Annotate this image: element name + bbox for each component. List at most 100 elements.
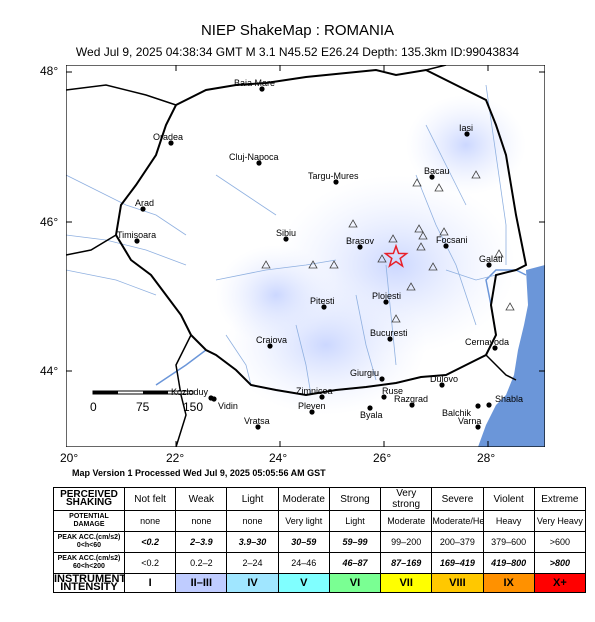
city-marker <box>321 304 327 310</box>
legend-cell-acc2: 24–46 <box>277 552 330 574</box>
city-label: Ruse <box>382 386 403 396</box>
epicenter-star-icon <box>383 243 409 268</box>
shakemap: 0 75 150 Baia Mare Oradea Cluj-Napoca Iasi T… <box>66 65 545 447</box>
legend-cell-acc1: 30–59 <box>277 531 330 553</box>
scale-label-0: 0 <box>90 400 97 414</box>
rivers <box>66 84 507 396</box>
scale-bar <box>92 390 194 395</box>
country-borders <box>66 65 517 447</box>
legend-cell-acc1: 99–200 <box>380 531 433 553</box>
legend-cell-damage: Very light <box>277 510 330 532</box>
legend-cell-damage: Moderate/Heavy <box>431 510 484 532</box>
legend-cell-intensity: VII <box>380 573 433 593</box>
legend-cell-intensity: VIII <box>431 573 484 593</box>
city-label: Craiova <box>256 335 287 345</box>
legend-row-label-intensity: INSTRUMENTAL INTENSITY <box>53 573 125 593</box>
city-label: Galati <box>479 254 503 264</box>
legend-cell-damage: none <box>123 510 177 532</box>
city-label: Vidin <box>218 401 238 411</box>
city-marker <box>255 424 261 430</box>
legend-cell-intensity: VI <box>328 573 382 593</box>
city-label: Oradea <box>153 132 183 142</box>
city-label: Pleven <box>298 401 326 411</box>
legend-cell-damage: Heavy <box>482 510 535 532</box>
legend-row-label-shaking: PERCEIVED SHAKING <box>53 487 125 511</box>
city-marker <box>259 86 265 92</box>
city-label: Iasi <box>459 123 473 133</box>
lon-label-26: 26° <box>373 451 392 465</box>
city-marker <box>367 405 373 411</box>
city-marker <box>168 140 174 146</box>
legend-cell-acc1: >600 <box>533 531 587 553</box>
legend-cell-shaking: Not felt <box>123 487 177 511</box>
city-label: Cluj-Napoca <box>229 152 279 162</box>
legend-cell-shaking: Weak <box>175 487 228 511</box>
shaking-area-west <box>216 245 336 345</box>
city-marker <box>486 262 492 268</box>
city-marker <box>140 206 146 212</box>
cities: Baia Mare Oradea Cluj-Napoca Iasi Targu-Mure… <box>117 78 523 430</box>
lon-label-28: 28° <box>477 451 496 465</box>
city-label: Bacau <box>424 166 450 176</box>
legend-cell-acc2: >800 <box>533 552 587 574</box>
city-marker <box>387 336 393 342</box>
legend-cell-acc1: 2–3.9 <box>175 531 228 553</box>
city-marker <box>475 424 481 430</box>
legend-cell-acc2: 87–169 <box>380 552 433 574</box>
axis-ticks <box>66 65 545 447</box>
legend-cell-damage: none <box>226 510 279 532</box>
legend-cell-acc1: 3.9–30 <box>226 531 279 553</box>
legend-cell-acc1: 379–600 <box>482 531 535 553</box>
city-marker <box>492 345 498 351</box>
seismic-stations <box>261 170 515 323</box>
legend-cell-shaking: Very strong <box>380 487 433 511</box>
city-marker <box>381 394 387 400</box>
city-label: Bucuresti <box>370 328 408 338</box>
city-marker <box>309 409 315 415</box>
city-marker <box>409 402 415 408</box>
city-marker <box>464 131 470 137</box>
city-marker <box>134 238 140 244</box>
legend-row-label-damage: POTENTIAL DAMAGE <box>53 510 125 532</box>
city-marker <box>486 402 492 408</box>
city-marker <box>429 174 435 180</box>
city-marker <box>319 394 325 400</box>
city-label: Cernavoda <box>465 337 509 347</box>
city-label: Shabla <box>495 394 523 404</box>
lat-label-46: 46° <box>40 215 59 229</box>
city-marker <box>283 236 289 242</box>
city-label: Dulovo <box>430 374 458 384</box>
city-label: Timisoara <box>117 230 156 240</box>
legend-cell-damage: Moderate <box>380 510 433 532</box>
scale-label-75: 75 <box>136 400 150 414</box>
city-marker <box>333 179 339 185</box>
city-marker <box>211 396 217 402</box>
city-label: Ploiesti <box>372 291 401 301</box>
legend-cell-shaking: Extreme <box>533 487 587 511</box>
legend-cell-acc1: 200–379 <box>431 531 484 553</box>
city-label: Sibiu <box>276 228 296 238</box>
legend-cell-intensity: II–III <box>175 573 228 593</box>
city-label: Baia Mare <box>234 78 275 88</box>
legend-row-label-acc1: PEAK ACC.(cm/s2) 0<h<60 <box>53 531 125 553</box>
intensity-legend: PERCEIVED SHAKING Not felt Weak Light Moder… <box>53 487 587 593</box>
legend-cell-shaking: Light <box>226 487 279 511</box>
processed-info: Map Version 1 Processed Wed Jul 9, 2025 … <box>72 468 326 478</box>
legend-cell-intensity: IV <box>226 573 279 593</box>
city-label: Kozloduy <box>171 387 209 397</box>
legend-cell-shaking: Moderate <box>277 487 330 511</box>
legend-cell-damage: Very Heavy <box>533 510 587 532</box>
lon-label-20: 20° <box>60 451 79 465</box>
city-label: Brasov <box>346 236 375 246</box>
city-marker <box>357 244 363 250</box>
city-marker <box>267 343 273 349</box>
legend-cell-shaking: Severe <box>431 487 484 511</box>
legend-row-label-acc2: PEAK ACC.(cm/s2) 60<h<200 <box>53 552 125 574</box>
lat-label-48: 48° <box>40 64 59 78</box>
scale-label-150: 150 <box>183 400 203 414</box>
legend-cell-acc1: 59–99 <box>328 531 382 553</box>
black-sea <box>478 265 545 447</box>
city-label: Balchik <box>442 408 472 418</box>
city-label: Arad <box>135 198 154 208</box>
legend-cell-acc2: 169–419 <box>431 552 484 574</box>
